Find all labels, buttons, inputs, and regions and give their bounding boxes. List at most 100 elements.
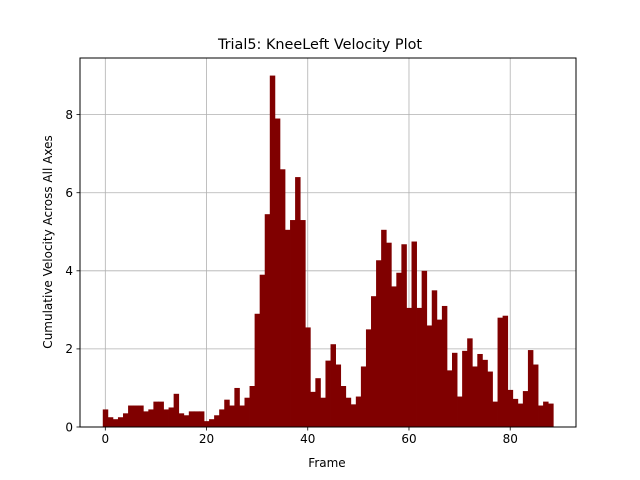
bar xyxy=(406,307,412,427)
bar xyxy=(102,409,109,427)
bar xyxy=(401,244,407,427)
bar xyxy=(396,272,402,427)
y-axis-label: Cumulative Velocity Across All Axes xyxy=(41,135,55,348)
bar xyxy=(138,405,144,427)
bar xyxy=(310,391,316,427)
bar xyxy=(117,417,124,427)
y-tick-label: 8 xyxy=(65,108,73,122)
bar xyxy=(148,409,154,427)
bar xyxy=(527,350,534,427)
x-axis-label: Frame xyxy=(308,456,345,470)
bar xyxy=(376,260,382,427)
bar xyxy=(492,401,498,427)
bar xyxy=(168,407,175,427)
bar xyxy=(107,417,114,427)
bar xyxy=(381,229,387,427)
y-tick-label: 0 xyxy=(65,420,73,434)
bar xyxy=(462,350,468,427)
bar xyxy=(198,411,205,427)
bar xyxy=(345,397,352,427)
bar xyxy=(249,386,256,427)
bar xyxy=(234,387,240,427)
bar xyxy=(507,389,514,427)
bar xyxy=(441,305,448,427)
bar xyxy=(284,229,291,427)
bar xyxy=(143,411,149,427)
bar xyxy=(279,169,286,428)
bar xyxy=(497,317,504,427)
bar xyxy=(340,386,347,427)
bar xyxy=(229,405,235,427)
bar-series xyxy=(102,75,554,428)
bar xyxy=(133,405,139,427)
bar xyxy=(538,405,544,427)
bar xyxy=(446,370,453,427)
bar xyxy=(219,409,225,427)
bar xyxy=(487,371,493,427)
bar xyxy=(477,353,483,427)
bar xyxy=(320,397,326,427)
bar xyxy=(350,404,357,427)
bar xyxy=(178,413,185,427)
bar xyxy=(295,177,301,427)
bar xyxy=(391,286,397,427)
bar xyxy=(239,405,245,427)
y-tick-label: 6 xyxy=(65,186,73,200)
bar xyxy=(305,327,311,427)
bar xyxy=(416,307,423,427)
bar xyxy=(209,419,215,427)
bar xyxy=(163,409,169,427)
bar xyxy=(315,378,321,427)
bar xyxy=(290,220,296,427)
bar xyxy=(436,319,443,427)
bar xyxy=(532,364,539,427)
bar xyxy=(431,290,438,427)
bar xyxy=(330,344,336,427)
bar xyxy=(173,393,180,427)
x-tick-label: 0 xyxy=(101,432,109,446)
bar xyxy=(457,396,463,427)
bar xyxy=(274,118,281,428)
bar xyxy=(548,403,554,427)
bar xyxy=(112,419,119,427)
bar xyxy=(193,411,200,427)
bar xyxy=(123,413,129,427)
bar xyxy=(472,366,478,427)
bar xyxy=(269,75,276,428)
x-axis: 0 20 40 60 80 xyxy=(101,427,518,446)
bar xyxy=(300,220,306,427)
bar xyxy=(522,391,529,427)
bar xyxy=(158,401,164,427)
bar xyxy=(214,415,220,427)
bar xyxy=(254,313,261,427)
bar xyxy=(224,399,230,427)
bar xyxy=(502,315,509,427)
bar xyxy=(452,352,458,427)
bar xyxy=(512,398,519,427)
x-tick-label: 80 xyxy=(503,432,518,446)
bar xyxy=(426,325,433,427)
bar xyxy=(411,241,417,427)
x-tick-label: 40 xyxy=(300,432,315,446)
bar xyxy=(371,296,377,427)
bar xyxy=(355,396,362,427)
bar xyxy=(153,401,159,427)
y-axis: 0 2 4 6 8 xyxy=(65,108,80,434)
bar xyxy=(264,214,271,427)
x-tick-label: 60 xyxy=(401,432,416,446)
chart-title: Trial5: KneeLeft Velocity Plot xyxy=(217,37,422,53)
bar xyxy=(365,329,372,427)
y-tick-label: 4 xyxy=(65,264,73,278)
bar xyxy=(543,401,549,427)
bar xyxy=(325,360,331,427)
bar xyxy=(188,411,195,427)
bar xyxy=(244,397,250,427)
bar xyxy=(128,405,134,427)
y-tick-label: 2 xyxy=(65,342,73,356)
bar xyxy=(335,364,342,427)
x-tick-label: 20 xyxy=(199,432,214,446)
bar xyxy=(360,366,367,427)
bar xyxy=(482,359,488,427)
bar xyxy=(204,421,210,427)
